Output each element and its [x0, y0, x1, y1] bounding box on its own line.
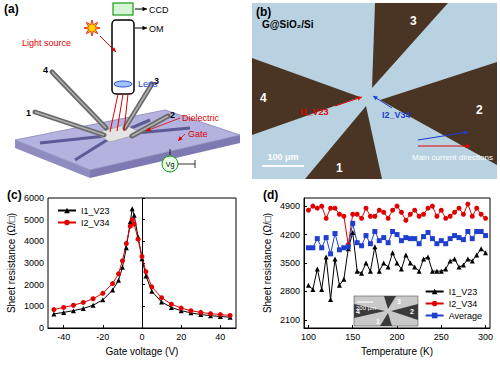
svg-text:4: 4: [260, 91, 267, 105]
svg-text:-20: -20: [96, 332, 109, 342]
svg-text:CCD: CCD: [149, 5, 169, 15]
svg-text:Gate: Gate: [188, 129, 208, 139]
svg-text:2100: 2100: [280, 315, 300, 325]
svg-text:Lens: Lens: [138, 79, 158, 89]
svg-text:I2_V34: I2_V34: [81, 218, 110, 228]
svg-text:3: 3: [397, 298, 401, 305]
svg-text:0: 0: [39, 323, 44, 333]
svg-text:(a): (a): [4, 2, 19, 16]
svg-text:1000: 1000: [24, 301, 44, 311]
svg-text:4000: 4000: [24, 236, 44, 246]
svg-text:4: 4: [356, 308, 360, 315]
svg-text:1: 1: [26, 108, 31, 118]
svg-text:(c): (c): [7, 188, 22, 202]
svg-text:Vg: Vg: [166, 161, 175, 169]
svg-text:OM: OM: [149, 24, 164, 34]
svg-text:3500: 3500: [280, 258, 300, 268]
svg-text:6000: 6000: [24, 193, 44, 203]
svg-text:200 μm: 200 μm: [356, 305, 376, 311]
svg-text:100: 100: [301, 332, 316, 342]
svg-text:1: 1: [336, 161, 343, 175]
svg-text:1: 1: [376, 318, 380, 325]
svg-text:Temperature (K): Temperature (K): [361, 346, 433, 357]
svg-text:Main current directions: Main current directions: [412, 153, 493, 162]
svg-text:4900: 4900: [280, 201, 300, 211]
svg-text:-40: -40: [57, 332, 70, 342]
svg-text:250: 250: [434, 332, 449, 342]
svg-text:Light source: Light source: [22, 38, 71, 48]
svg-text:G@SiO₂/Si: G@SiO₂/Si: [262, 19, 314, 30]
svg-text:20: 20: [176, 332, 186, 342]
svg-text:Average: Average: [449, 311, 482, 321]
svg-text:300: 300: [478, 332, 493, 342]
svg-text:Dielectric: Dielectric: [182, 113, 220, 123]
svg-text:I2_V34: I2_V34: [449, 299, 478, 309]
svg-text:2800: 2800: [280, 286, 300, 296]
svg-text:4200: 4200: [280, 230, 300, 240]
svg-text:I2_V34: I2_V34: [382, 110, 411, 120]
svg-text:3: 3: [154, 76, 159, 86]
svg-text:3: 3: [410, 14, 417, 28]
svg-text:Gate voltage (V): Gate voltage (V): [106, 346, 179, 357]
svg-text:40: 40: [215, 332, 225, 342]
svg-text:I1_V23: I1_V23: [449, 287, 478, 297]
svg-text:5000: 5000: [24, 215, 44, 225]
svg-text:2000: 2000: [24, 280, 44, 290]
svg-text:150: 150: [345, 332, 360, 342]
svg-text:I1_V23: I1_V23: [300, 107, 329, 117]
svg-text:0: 0: [139, 332, 144, 342]
svg-text:Sheet resistance (Ω/□): Sheet resistance (Ω/□): [6, 213, 17, 313]
svg-text:2: 2: [170, 110, 175, 120]
svg-text:I1_V23: I1_V23: [81, 206, 110, 216]
svg-text:3000: 3000: [24, 258, 44, 268]
svg-text:(d): (d): [263, 188, 278, 202]
svg-text:2: 2: [410, 308, 414, 315]
svg-text:100 μm: 100 μm: [267, 152, 298, 162]
svg-text:200: 200: [389, 332, 404, 342]
svg-text:Sheet resistance (Ω/□): Sheet resistance (Ω/□): [262, 213, 273, 313]
svg-text:(b): (b): [256, 5, 271, 19]
svg-text:4: 4: [43, 65, 48, 75]
svg-text:2: 2: [476, 103, 483, 117]
